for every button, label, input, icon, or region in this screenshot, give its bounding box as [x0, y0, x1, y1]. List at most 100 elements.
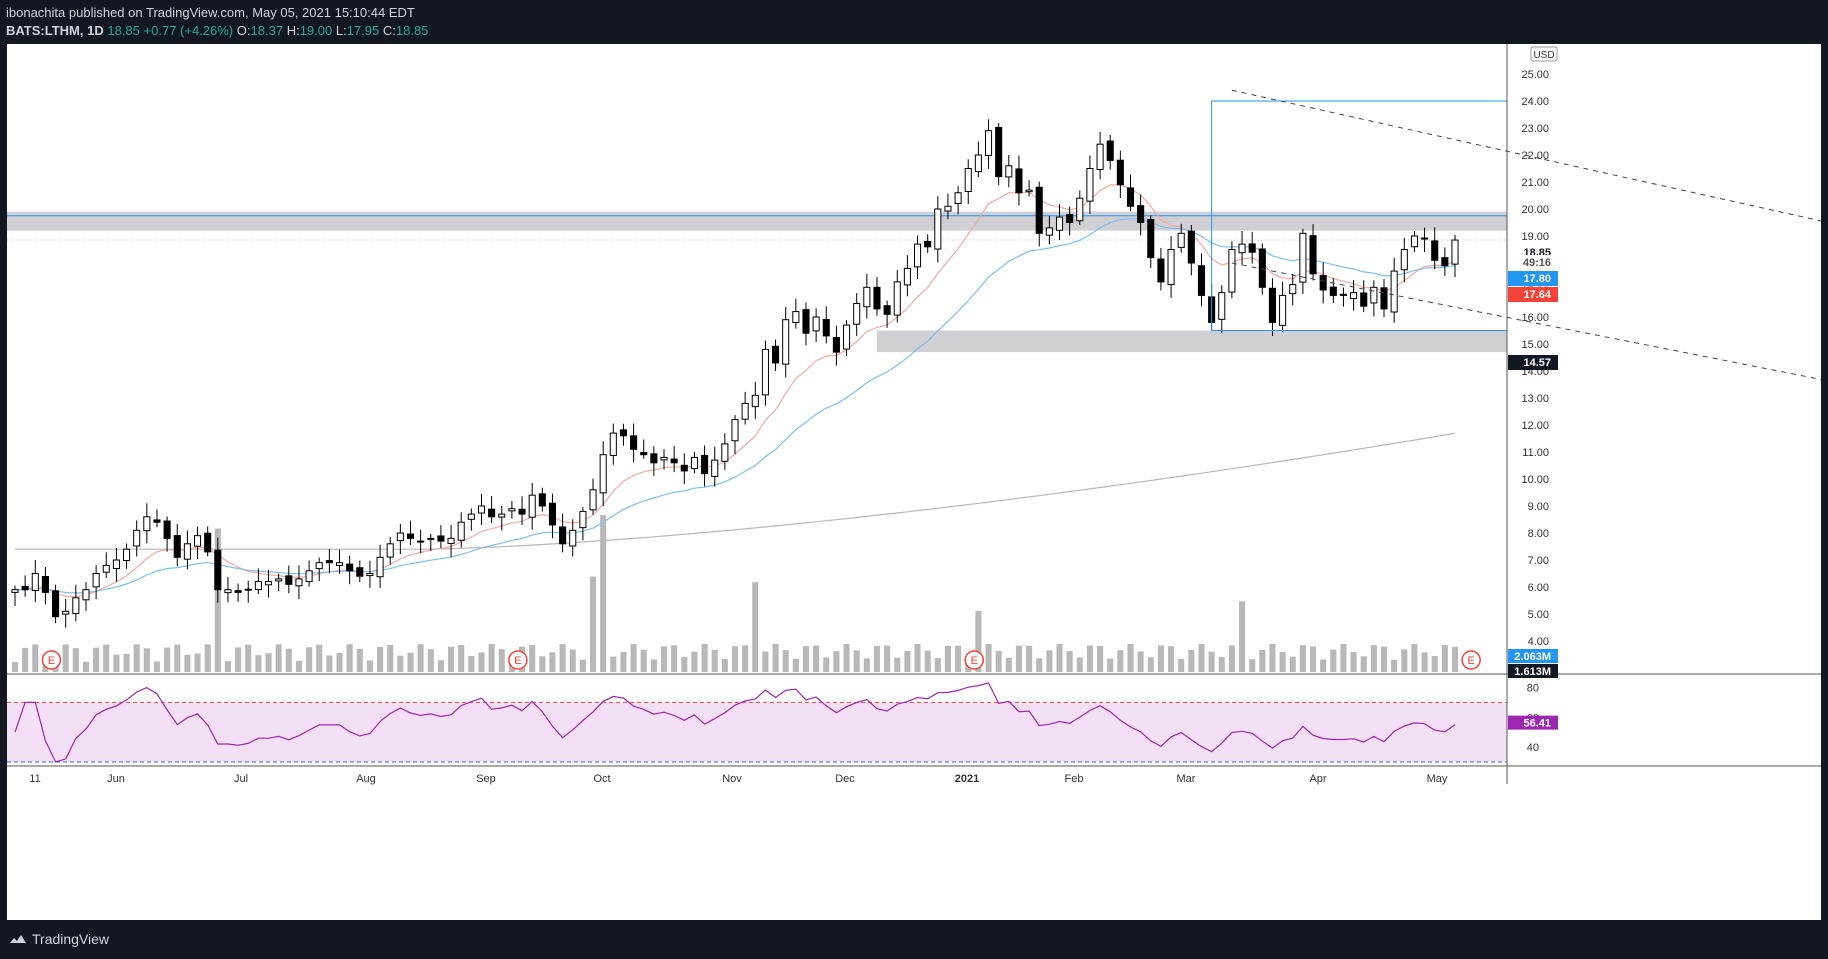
candle [417, 540, 425, 543]
candle [660, 456, 668, 461]
volume-bar [1239, 601, 1246, 672]
earnings-marker[interactable] [964, 650, 984, 670]
candle [112, 559, 120, 570]
price-tick-label: 25.00 [1521, 69, 1549, 81]
candle [1035, 186, 1043, 234]
candle [224, 589, 232, 594]
volume-bar [1289, 656, 1296, 672]
price-tick-label: 5.00 [1528, 609, 1549, 621]
volume-bar [1350, 652, 1357, 672]
volume-bar [1249, 659, 1256, 672]
candle [579, 510, 587, 529]
time-tick-label: Mar [1177, 773, 1196, 785]
currency-label: USD [1533, 50, 1554, 61]
earnings-marker[interactable] [41, 650, 62, 670]
price-tick-label: 10.00 [1521, 474, 1549, 486]
volume-badge-label: 2.063M [1514, 651, 1551, 663]
open-label: O: [236, 23, 251, 38]
price-tick-label: 21.00 [1521, 177, 1549, 189]
candle [447, 537, 455, 545]
volume-badge [1508, 664, 1558, 678]
currency-badge[interactable] [1530, 46, 1558, 62]
candle [954, 192, 962, 205]
volume-bar [1218, 656, 1225, 672]
price-chart[interactable]: EEEEE 4.005.006.007.008.009.0010.0011.00… [7, 44, 1828, 920]
candle [518, 508, 526, 515]
volume-bar [1320, 659, 1327, 672]
volume-bar [255, 655, 262, 672]
chart-area[interactable]: EEEEE 4.005.006.007.008.009.0010.0011.00… [7, 44, 1828, 920]
candle [366, 573, 374, 577]
candle [843, 324, 851, 350]
volume-bar [742, 645, 749, 672]
rsi-band [7, 702, 1507, 762]
volume-bar [995, 650, 1002, 672]
volume-bar [701, 644, 708, 672]
volume-bar [448, 646, 455, 672]
volume-bar [1026, 645, 1033, 672]
candle [721, 443, 729, 462]
candle [1299, 232, 1307, 283]
candle [488, 508, 496, 518]
low-value: 17.95 [346, 23, 380, 38]
earnings-marker[interactable] [1461, 650, 1481, 670]
volume-bar [1340, 644, 1347, 672]
candle [457, 521, 465, 541]
resistance-zone [7, 211, 1507, 231]
volume-bar [245, 644, 252, 672]
volume-bar [914, 644, 921, 672]
candle [1248, 243, 1256, 253]
candle [508, 508, 516, 512]
symbol-line: BATS:LTHM, 1D 18.85 +0.77 (+4.26%) O:18.… [6, 23, 428, 38]
publisher-line: ibonachita published on TradingView.com,… [6, 5, 415, 20]
candle [143, 516, 151, 532]
volume-bar [1168, 646, 1175, 672]
volume-bar [1259, 649, 1266, 672]
cloud-icon [10, 935, 26, 943]
volume-bar [1107, 658, 1114, 672]
volume-bar [843, 644, 850, 672]
brand-name: TradingView [32, 931, 110, 947]
volume-bar [1391, 659, 1398, 672]
candle [772, 345, 780, 364]
volume-bar [1309, 646, 1317, 672]
volume-bar [184, 654, 191, 672]
candle [1045, 227, 1053, 236]
candle [1187, 230, 1195, 264]
candle [1279, 294, 1287, 326]
candle [893, 281, 901, 316]
candle [1025, 189, 1033, 193]
candle [974, 154, 982, 173]
rsi-badge [1508, 715, 1558, 730]
price-badge [1508, 355, 1558, 370]
candle [153, 519, 161, 523]
candle [1329, 286, 1337, 296]
tradingview-logo[interactable]: TradingView [8, 931, 109, 948]
volume-bar [1036, 658, 1043, 672]
volume-bar [1076, 657, 1083, 672]
candle [1319, 275, 1327, 291]
volume-bar [985, 644, 992, 672]
candle [1360, 292, 1368, 307]
candle [1400, 249, 1408, 271]
volume-bar [1198, 644, 1205, 672]
earnings-marker[interactable] [508, 650, 528, 670]
volume-bar [944, 645, 951, 672]
candle [1238, 243, 1246, 254]
candle [782, 319, 790, 365]
candle [913, 243, 922, 268]
candle [853, 303, 861, 325]
volume-bar [82, 661, 90, 672]
price-badge [1508, 287, 1558, 302]
volume-bar [1451, 646, 1459, 672]
volume-bar [346, 644, 353, 672]
volume-bar [630, 644, 637, 672]
price-tick-label: 23.00 [1521, 123, 1549, 135]
price-tick-label: 11.00 [1522, 447, 1549, 459]
candle [630, 435, 638, 450]
candle [1126, 187, 1135, 207]
rsi-tick-label: 80 [1527, 682, 1539, 694]
volume-bar [275, 644, 282, 672]
volume-bar [579, 659, 586, 672]
volume-bar [295, 660, 302, 672]
